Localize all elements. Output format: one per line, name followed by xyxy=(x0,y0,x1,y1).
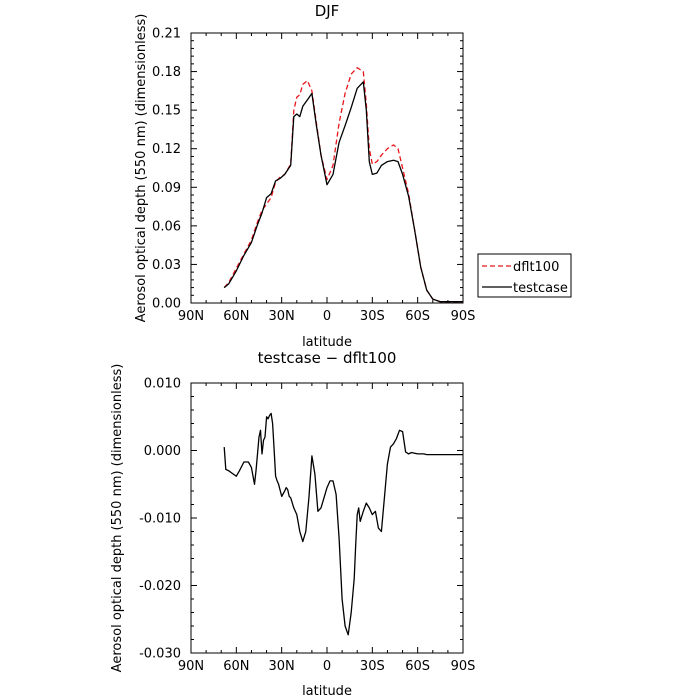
y-axis-label: Aerosol optical depth (550 nm) (dimensio… xyxy=(110,364,125,673)
x-tick-label: 60N xyxy=(223,659,249,674)
y-tick-label: 0.00 xyxy=(152,297,181,312)
x-tick-label: 30S xyxy=(360,309,385,324)
y-tick-label: -0.030 xyxy=(139,647,181,662)
x-axis-label: latitude xyxy=(302,335,352,350)
x-tick-label: 60S xyxy=(405,659,430,674)
chart-title: testcase − dflt100 xyxy=(258,349,397,367)
y-tick-label: 0.15 xyxy=(152,104,181,119)
legend-label-dflt100: dflt100 xyxy=(513,260,559,275)
y-axis: 0.010 0.000 -0.010 -0.020 -0.030 xyxy=(139,377,463,662)
legend: dflt100 testcase xyxy=(477,253,572,298)
y-tick-label: 0.21 xyxy=(152,27,181,42)
plot-frame xyxy=(190,382,464,654)
x-tick-label: 30S xyxy=(360,659,385,674)
x-tick-label: 30N xyxy=(269,309,295,324)
y-tick-label: 0.12 xyxy=(152,142,181,157)
x-tick-label: 0 xyxy=(323,309,331,324)
legend-box xyxy=(477,253,572,298)
x-tick-label: 90N xyxy=(178,309,204,324)
legend-label-testcase: testcase xyxy=(513,281,568,296)
series-line-testcase xyxy=(223,81,463,303)
x-tick-label: 30N xyxy=(269,659,295,674)
y-tick-label: -0.010 xyxy=(139,512,181,527)
x-tick-label: 60S xyxy=(405,309,430,324)
y-tick-label: -0.020 xyxy=(139,579,181,594)
x-axis: 90N 60N 30N 0 30S 60S 90S xyxy=(178,383,476,674)
series-line-difference xyxy=(223,412,463,636)
x-tick-label: 90S xyxy=(451,309,476,324)
y-tick-label: 0.18 xyxy=(152,65,181,80)
x-tick-label: 0 xyxy=(323,659,331,674)
y-axis: 0.00 0.03 0.06 0.09 0.12 0.15 0.18 0.21 xyxy=(152,27,463,312)
y-tick-label: 0.010 xyxy=(144,377,181,392)
series-layer xyxy=(223,67,463,303)
x-axis: 90N 60N 30N 0 30S 60S 90S xyxy=(178,33,476,324)
y-tick-label: 0.09 xyxy=(152,181,181,196)
series-line-dflt100 xyxy=(223,67,463,303)
top-panel-djf: DJF 90N 60N 30N 0 30S 60S 90S 0.00 0.03 0.06 0.09… xyxy=(134,2,572,350)
x-tick-label: 90N xyxy=(178,659,204,674)
y-tick-label: 0.03 xyxy=(152,258,181,273)
x-tick-label: 90S xyxy=(451,659,476,674)
y-tick-label: 0.06 xyxy=(152,219,181,234)
y-axis-label: Aerosol optical depth (550 nm) (dimensio… xyxy=(134,14,149,323)
chart-title: DJF xyxy=(315,2,340,20)
bottom-panel-difference: testcase − dflt100 90N 60N 30N 0 30S 60S 90S 0… xyxy=(110,349,475,699)
y-tick-label: 0.000 xyxy=(144,444,181,459)
plot-frame xyxy=(190,32,464,304)
x-axis-label: latitude xyxy=(302,684,352,699)
series-layer xyxy=(223,412,463,636)
x-tick-label: 60N xyxy=(223,309,249,324)
